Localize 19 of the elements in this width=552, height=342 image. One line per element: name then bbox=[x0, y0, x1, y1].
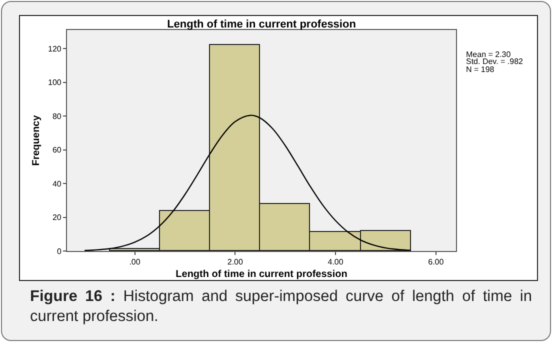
chart-title: Length of time in current profession bbox=[167, 18, 356, 31]
x-tick-label: 4.00 bbox=[328, 258, 344, 267]
x-tick-label: 6.00 bbox=[428, 258, 444, 267]
x-tick-label: 2.00 bbox=[227, 258, 244, 267]
y-tick-label: 100 bbox=[48, 78, 62, 88]
x-axis-title: Length of time in current profession bbox=[176, 269, 348, 280]
y-tick-label: 120 bbox=[48, 44, 62, 54]
x-tick-label: .00 bbox=[129, 258, 141, 267]
caption: Figure 16 : Histogram and super-imposed curve of length of time in current profession. bbox=[30, 287, 532, 327]
line-series bbox=[84, 114, 412, 251]
y-axis-title: Frequency bbox=[31, 114, 42, 166]
y-tick-label: 80 bbox=[52, 112, 62, 121]
text: Std. Dev. = .982 bbox=[466, 57, 524, 66]
y-tick-label: 40 bbox=[52, 179, 62, 188]
y-tick-label: 0 bbox=[56, 246, 62, 256]
text: N = 198 bbox=[466, 65, 495, 74]
text: Mean = 2.30 bbox=[466, 50, 512, 59]
y-tick-label: 20 bbox=[52, 213, 62, 222]
y-tick-label: 60 bbox=[52, 146, 62, 155]
